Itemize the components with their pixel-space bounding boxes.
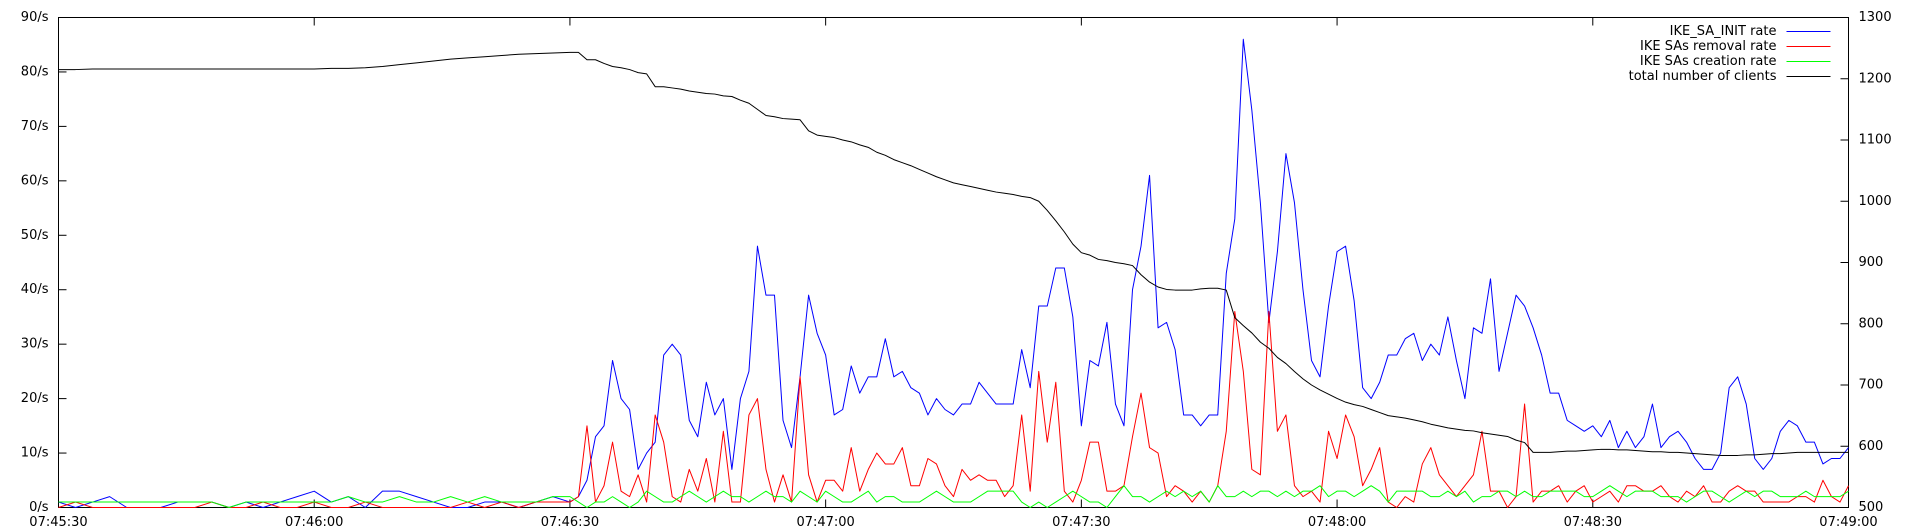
x-tick-label: 07:47:00 [796, 515, 854, 530]
series-line [58, 51, 1849, 456]
y-tick-label: 10/s [21, 446, 49, 461]
y-tick-label: 50/s [21, 228, 49, 243]
y2-tick-label: 1100 [1859, 133, 1892, 148]
y2-tick-label: 600 [1859, 439, 1884, 454]
y-tick-label: 80/s [21, 64, 49, 79]
series-line [58, 311, 1849, 508]
y2-tick-label: 500 [1859, 500, 1884, 515]
series-line [58, 38, 1849, 508]
y-tick-label: 30/s [21, 337, 49, 352]
legend-label: IKE SAs removal rate [1640, 39, 1776, 54]
legend-label: IKE SAs creation rate [1640, 54, 1777, 69]
legend-label: IKE_SA_INIT rate [1670, 24, 1777, 39]
legend-label: total number of clients [1629, 69, 1777, 84]
y-tick-label: 20/s [21, 391, 49, 406]
y-tick-label: 60/s [21, 173, 49, 188]
plot-frame [58, 17, 1849, 508]
x-tick-label: 07:49:00 [1819, 515, 1877, 530]
y2-tick-label: 1300 [1859, 10, 1892, 25]
x-tick-label: 07:47:30 [1052, 515, 1110, 530]
y-tick-label: 70/s [21, 119, 49, 134]
y-tick-label: 40/s [21, 282, 49, 297]
y-tick-label: 90/s [21, 10, 49, 25]
y2-tick-label: 800 [1859, 316, 1884, 331]
x-tick-label: 07:46:00 [285, 515, 343, 530]
y2-tick-label: 1000 [1859, 194, 1892, 209]
x-tick-label: 07:48:00 [1308, 515, 1366, 530]
y2-tick-label: 900 [1859, 255, 1884, 270]
y2-tick-label: 1200 [1859, 71, 1892, 86]
y-tick-label: 0/s [29, 500, 49, 515]
x-tick-label: 07:48:30 [1564, 515, 1622, 530]
y2-tick-label: 700 [1859, 378, 1884, 393]
series-line [58, 485, 1849, 508]
x-tick-label: 07:46:30 [541, 515, 599, 530]
x-tick-label: 07:45:30 [29, 515, 87, 530]
